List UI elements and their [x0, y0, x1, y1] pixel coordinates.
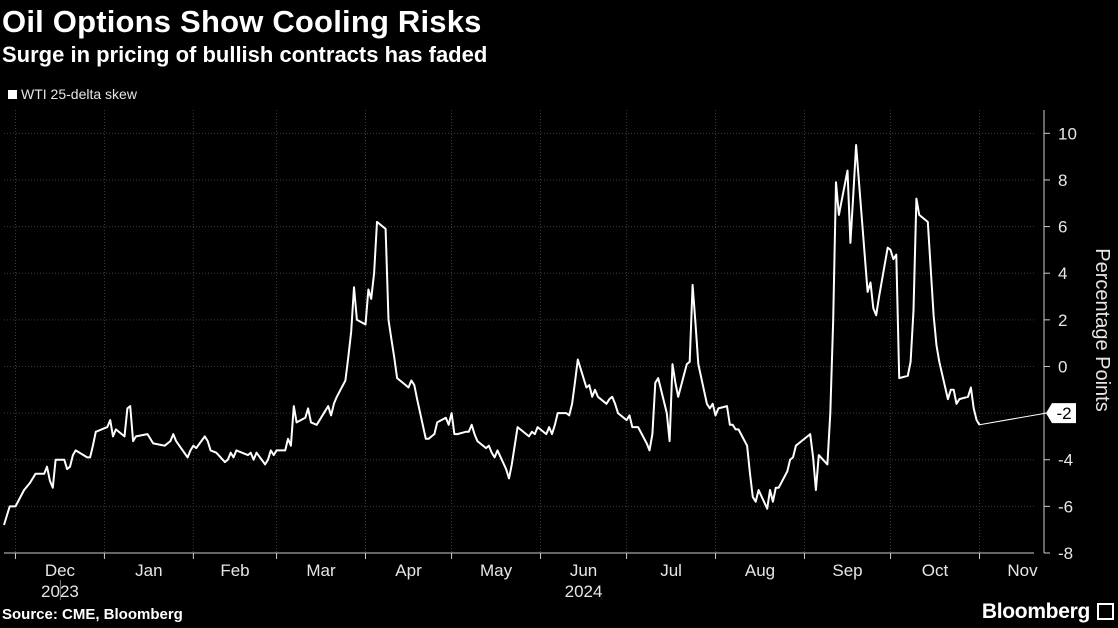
- x-tick-label: Apr: [395, 561, 422, 580]
- gridlines: [4, 110, 1034, 554]
- y-tick-label: -8: [1058, 544, 1073, 563]
- x-tick-label: Jan: [135, 561, 162, 580]
- y-tick-label: 0: [1058, 357, 1067, 376]
- x-tick-label: Mar: [306, 561, 336, 580]
- legend: WTI 25-delta skew: [8, 86, 137, 102]
- bloomberg-logo: Bloomberg: [981, 600, 1090, 623]
- x-tick-label: Sep: [832, 561, 862, 580]
- x-tick-label: Feb: [220, 561, 249, 580]
- x-tick-label: Aug: [745, 561, 775, 580]
- chart-subtitle: Surge in pricing of bullish contracts ha…: [2, 42, 488, 67]
- x-tick-label: Nov: [1007, 561, 1038, 580]
- y-tick-label: 10: [1058, 124, 1077, 143]
- y-axis-label: Percentage Points: [1091, 248, 1113, 411]
- y-tick-label: -6: [1058, 497, 1073, 516]
- y-axis: 10 8 6 4 2 0 -2 -4 -6 -8: [1043, 110, 1077, 563]
- x-tick-label: May: [480, 561, 513, 580]
- x-tick-label: Jun: [570, 561, 597, 580]
- y-tick-label: 4: [1058, 264, 1067, 283]
- x-tick-year-label: 2024: [565, 582, 603, 601]
- x-tick-label: Oct: [922, 561, 949, 580]
- x-tick-label: Jul: [660, 561, 682, 580]
- last-value-connector: [979, 412, 1047, 426]
- source-note: Source: CME, Bloomberg: [2, 606, 183, 623]
- last-value-badge: [1046, 403, 1076, 424]
- y-tick-label: 2: [1058, 311, 1067, 330]
- y-tick-label: -4: [1058, 451, 1073, 470]
- x-tick-label: Dec: [45, 561, 76, 580]
- legend-label: WTI 25-delta skew: [21, 86, 137, 102]
- y-tick-label: 8: [1058, 171, 1067, 190]
- chart-title: Oil Options Show Cooling Risks: [2, 4, 482, 39]
- bloomberg-logo-icon: [1097, 603, 1114, 620]
- legend-swatch: [8, 89, 17, 99]
- last-value-label: -2: [1056, 404, 1071, 423]
- plot-area: -2: [3, 144, 1076, 526]
- series-line-wti-skew: [3, 144, 981, 526]
- y-tick-label: 6: [1058, 218, 1067, 237]
